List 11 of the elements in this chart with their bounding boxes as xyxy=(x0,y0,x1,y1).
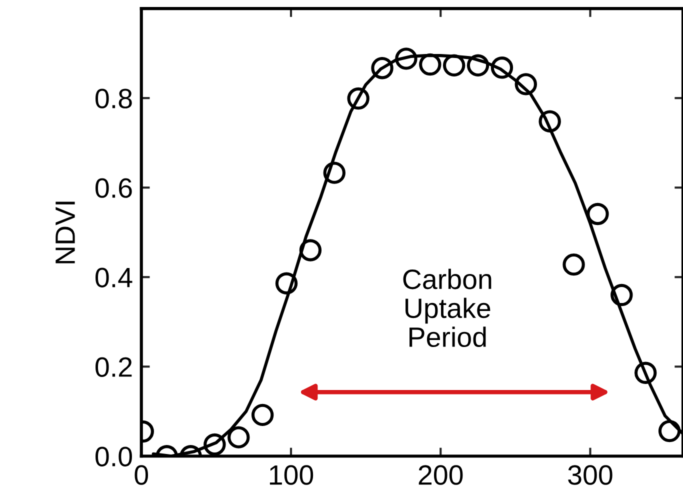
y-tick-label: 0.0 xyxy=(96,446,132,466)
x-tick-label: 300 xyxy=(568,465,612,485)
y-axis-title: NDVI xyxy=(56,202,75,264)
x-tick-label: 100 xyxy=(270,465,314,485)
y-tick-label: 0.8 xyxy=(96,88,132,108)
y-tick-label: 0.2 xyxy=(96,357,132,377)
x-tick-label: 200 xyxy=(418,465,463,485)
y-tick-label: 0.6 xyxy=(96,178,132,198)
x-tick-label: 0 xyxy=(134,465,148,485)
y-tick-label: 0.4 xyxy=(96,268,132,288)
annotation: Carbon Uptake Period xyxy=(403,268,492,348)
